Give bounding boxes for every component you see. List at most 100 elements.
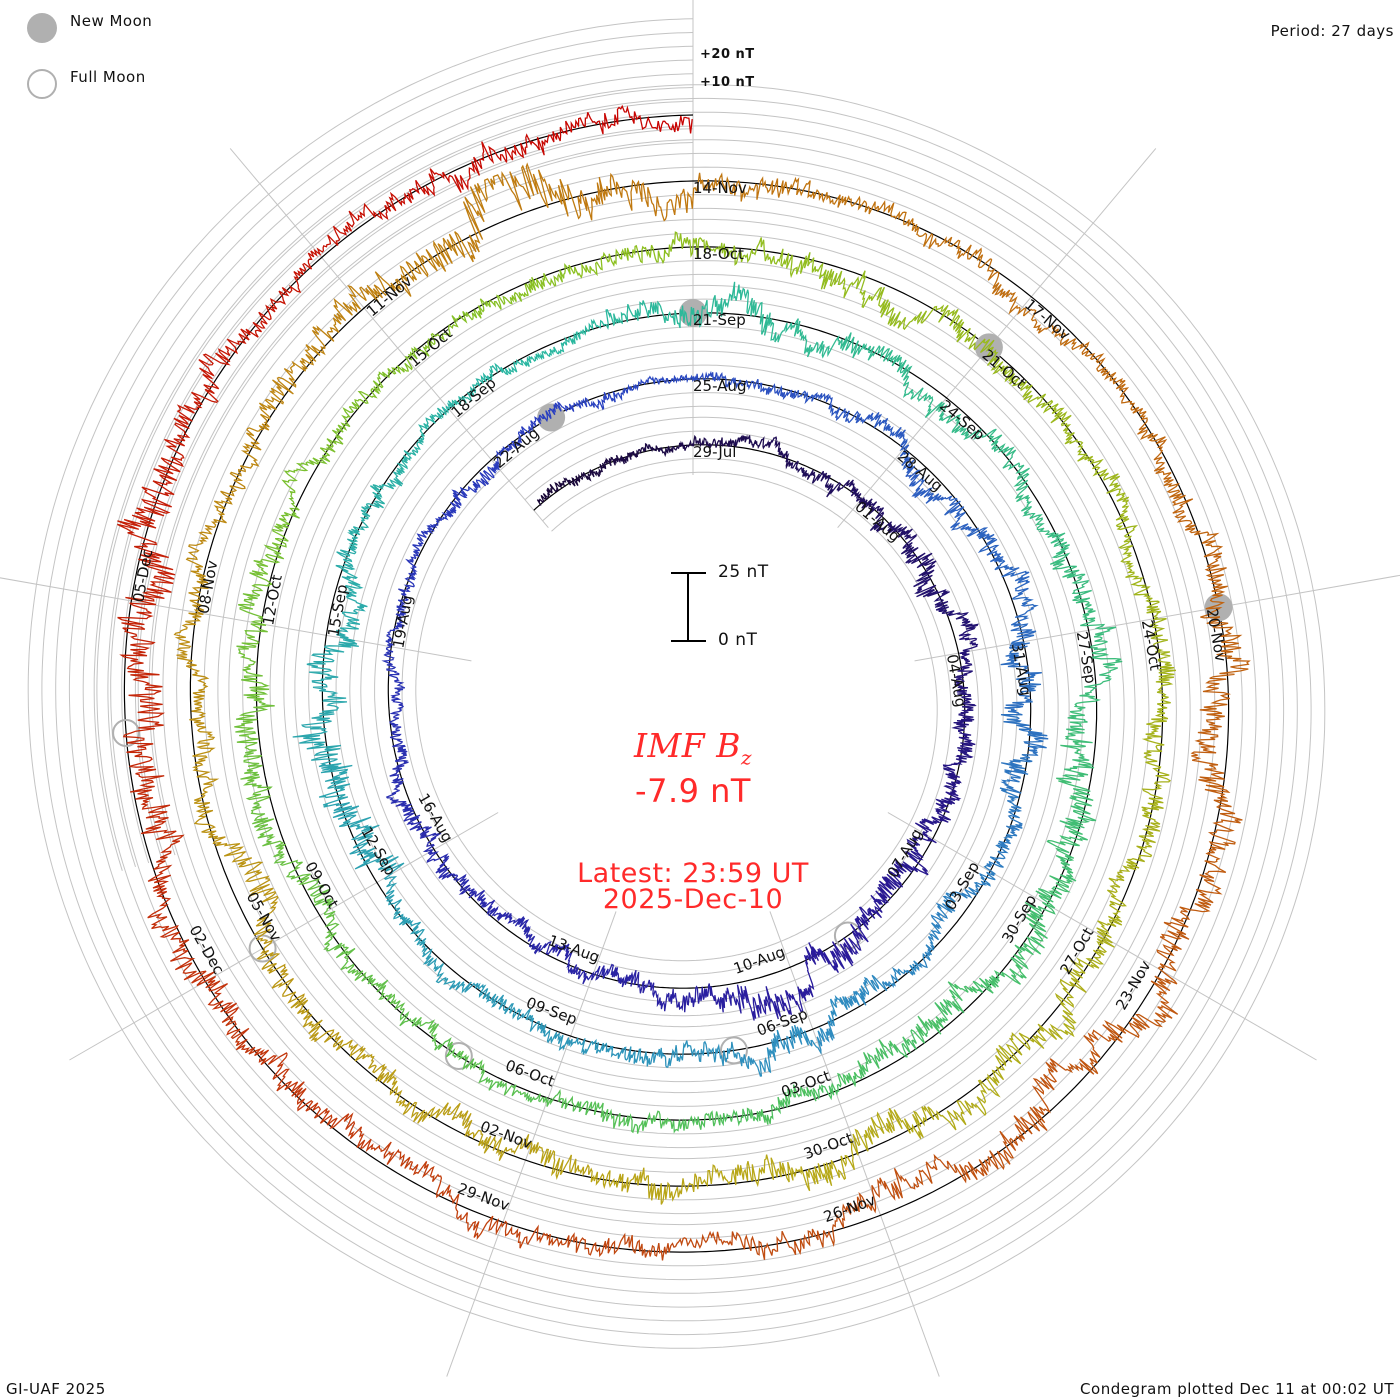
data-segment <box>875 867 904 905</box>
data-segment <box>577 172 638 221</box>
data-segment <box>1056 735 1095 781</box>
data-segment <box>403 550 420 590</box>
data-segment <box>955 729 976 763</box>
date-label: 31-Aug <box>1008 641 1035 697</box>
grid-spiral-outer <box>68 59 1285 1308</box>
data-segment <box>122 706 166 775</box>
data-segment <box>292 717 342 761</box>
data-segment <box>649 1040 695 1068</box>
data-segment <box>831 918 869 967</box>
data-segment <box>1141 712 1169 769</box>
data-segment <box>931 791 962 823</box>
data-segment <box>524 1089 575 1112</box>
data-segment <box>643 442 674 458</box>
data-segment <box>777 248 830 290</box>
data-segment <box>935 604 979 635</box>
data-segment <box>906 818 938 847</box>
data-segment <box>536 481 563 506</box>
grid-spiral-outer <box>27 18 1326 1349</box>
full-moon-marker <box>719 1036 748 1065</box>
date-label: 22-Aug <box>490 424 543 472</box>
date-label: 03-Oct <box>779 1067 833 1101</box>
data-segment <box>1066 690 1102 737</box>
data-segment <box>915 1153 988 1186</box>
data-segment <box>876 286 928 331</box>
data-segment <box>695 172 758 202</box>
data-series-layer <box>117 104 1251 1261</box>
data-segment <box>249 544 285 596</box>
data-segment <box>611 378 648 403</box>
data-segment <box>250 803 287 851</box>
date-label: 15-Oct <box>405 324 456 371</box>
data-segment <box>1115 495 1139 555</box>
data-segment <box>942 761 963 797</box>
data-segment <box>1119 387 1166 442</box>
data-segment <box>1054 967 1087 1038</box>
data-segment <box>572 1100 623 1129</box>
data-segment <box>958 633 979 668</box>
legend-full-moon-label: Full Moon <box>70 68 146 86</box>
data-segment <box>966 527 1004 563</box>
data-segment <box>1070 920 1115 974</box>
data-segment <box>349 371 390 410</box>
data-segment <box>610 1045 651 1067</box>
data-segment <box>173 612 202 675</box>
data-segment <box>794 389 833 410</box>
date-label: 21-Sep <box>693 311 746 329</box>
scale-bar <box>671 572 706 642</box>
radial-grid-line <box>914 574 1400 662</box>
data-segment <box>349 835 405 872</box>
data-segment <box>524 263 571 297</box>
data-segment <box>418 400 455 437</box>
data-segment <box>951 697 977 732</box>
data-segment <box>1200 552 1228 619</box>
date-label: 13-Aug <box>546 931 602 966</box>
data-segment <box>193 789 228 847</box>
data-segment <box>198 328 251 390</box>
data-segment <box>671 1110 723 1134</box>
data-segment <box>1170 870 1226 928</box>
data-segment <box>657 115 693 134</box>
chart-title: IMF Bz <box>493 726 893 770</box>
data-segment <box>272 1053 322 1119</box>
data-segment <box>246 387 285 451</box>
data-segment <box>395 588 411 624</box>
data-segment <box>588 1167 646 1193</box>
data-segment <box>646 374 686 385</box>
data-segment <box>803 1196 860 1248</box>
data-segment <box>346 504 373 549</box>
data-segment <box>928 234 992 269</box>
data-segment <box>888 523 919 557</box>
grid-spiral <box>110 100 1243 1267</box>
data-segment <box>879 345 913 398</box>
latest-date: 2025-Dec-10 <box>602 884 784 915</box>
data-segment <box>733 434 766 450</box>
data-segment <box>387 338 435 375</box>
data-segment <box>240 749 273 805</box>
data-segment <box>568 248 623 279</box>
data-segment <box>281 454 331 496</box>
chart-title-subscript: z <box>740 745 752 770</box>
date-label: 24-Sep <box>936 396 988 444</box>
data-segment <box>1084 641 1123 692</box>
data-segment <box>1077 453 1126 497</box>
data-segment <box>620 239 674 265</box>
data-segment <box>1065 1024 1123 1075</box>
data-segment <box>185 551 209 616</box>
data-segment <box>1010 913 1048 970</box>
data-segment <box>856 1167 920 1214</box>
data-segment <box>1050 407 1088 456</box>
data-segment <box>383 622 405 660</box>
data-segment <box>236 645 270 700</box>
data-segment <box>383 866 403 920</box>
data-segment <box>994 559 1030 600</box>
data-segment <box>431 1173 480 1238</box>
grid-spiral-outer <box>82 73 1271 1294</box>
data-segment <box>615 446 645 465</box>
data-segment <box>238 593 268 648</box>
data-segment <box>999 754 1033 794</box>
data-segment <box>1034 514 1070 559</box>
data-segment <box>790 318 833 359</box>
date-label: 28-Aug <box>894 447 947 495</box>
